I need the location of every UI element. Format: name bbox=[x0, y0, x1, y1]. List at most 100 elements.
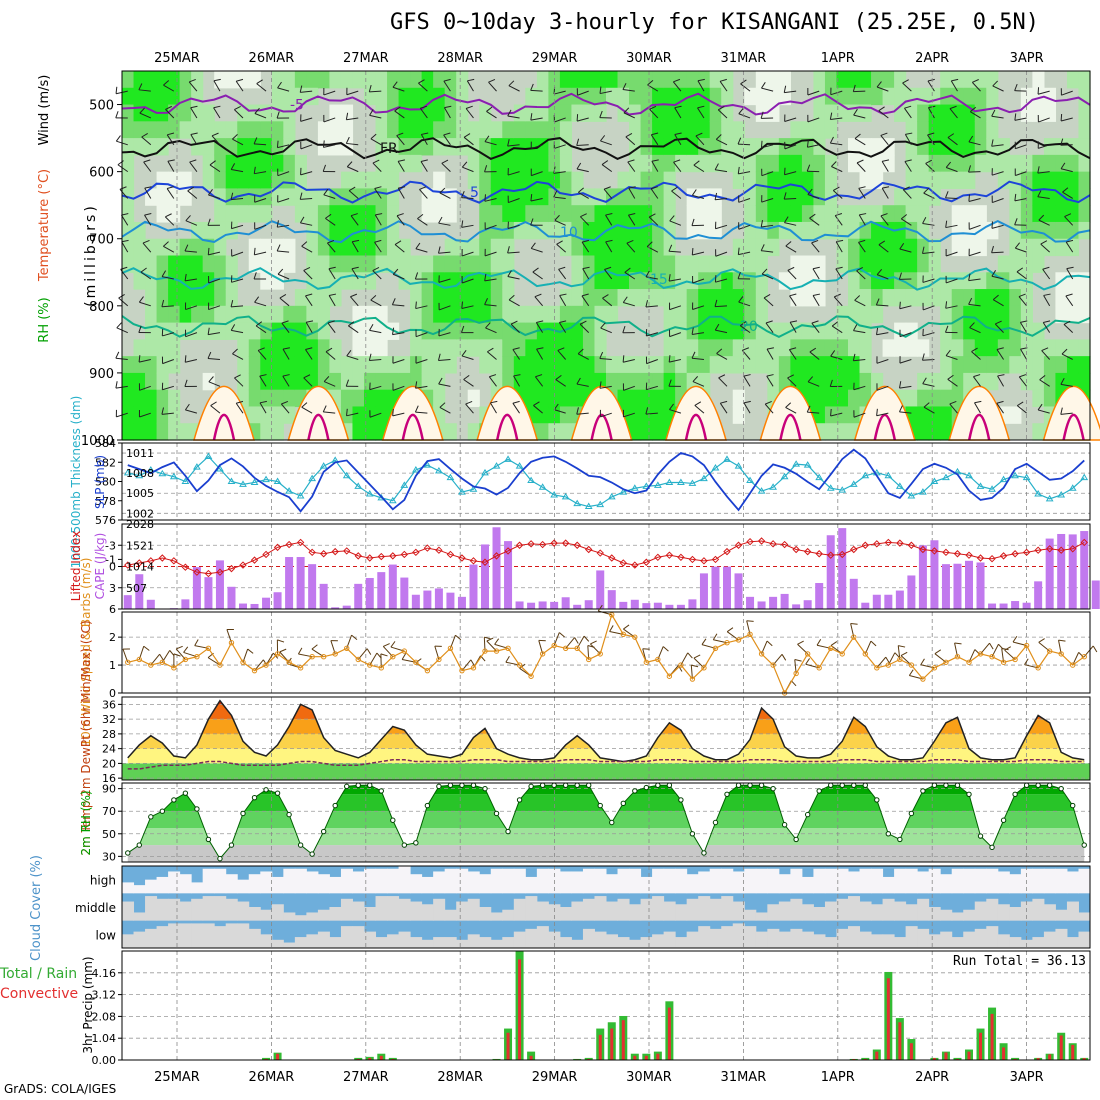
upper-wind-barb-flag bbox=[142, 239, 150, 244]
upper-wind-barb bbox=[419, 189, 428, 199]
upper-wind-barb bbox=[949, 403, 958, 414]
upper-wind-barb bbox=[394, 244, 405, 253]
cape-bar bbox=[331, 607, 340, 609]
rh-cell bbox=[410, 87, 423, 106]
rh-cell bbox=[133, 238, 146, 257]
upper-wind-barb bbox=[369, 329, 382, 334]
rh-cell bbox=[744, 339, 757, 357]
cloud-gap bbox=[1032, 868, 1045, 894]
upper-wind-barb-flag bbox=[761, 268, 768, 275]
upper-wind-barb-flag bbox=[996, 347, 1004, 350]
rh-point bbox=[828, 782, 834, 788]
rh-cell bbox=[709, 356, 722, 374]
rh-cell bbox=[629, 372, 642, 391]
rh-cell bbox=[859, 71, 872, 89]
warm-plume bbox=[381, 385, 444, 441]
upper-wind-barb-flag bbox=[806, 405, 811, 413]
cloud-gap bbox=[317, 931, 330, 948]
rh-point bbox=[562, 782, 569, 788]
rh-cell bbox=[974, 238, 987, 257]
upper-wind-barb bbox=[695, 135, 705, 146]
lifted-index-point bbox=[792, 545, 800, 554]
upper-wind-barb bbox=[669, 220, 682, 226]
upper-wind-barb bbox=[807, 90, 820, 96]
rh-cell bbox=[617, 272, 630, 290]
upper-wind-barb bbox=[531, 247, 543, 253]
thickness-point bbox=[630, 484, 639, 491]
upper-wind-barb-flag bbox=[1037, 190, 1042, 198]
rh-point bbox=[171, 797, 177, 803]
upper-wind-barb bbox=[208, 305, 221, 311]
rh-cell bbox=[433, 305, 446, 324]
precip-convective-bar bbox=[644, 1055, 648, 1060]
precip-tick-label: 3.12 bbox=[92, 989, 117, 1002]
upper-wind-barb bbox=[949, 108, 958, 119]
rh-cell bbox=[191, 87, 204, 106]
rh-cell bbox=[329, 221, 342, 240]
rh-cell bbox=[421, 138, 434, 156]
upper-wind-barb-flag bbox=[276, 140, 279, 148]
upper-wind-barb bbox=[303, 270, 313, 280]
surface-wind-barb-flag bbox=[519, 663, 526, 669]
thickness-point bbox=[411, 465, 420, 473]
cloud-gap bbox=[156, 926, 169, 948]
upper-wind-barb bbox=[947, 378, 958, 387]
rh-cell bbox=[571, 205, 584, 223]
lifted-index-point bbox=[515, 541, 524, 549]
upper-wind-barb bbox=[719, 81, 728, 92]
lifted-index-point bbox=[343, 547, 351, 555]
lifted-index-point bbox=[377, 552, 385, 561]
upper-wind-barb-flag bbox=[555, 374, 562, 380]
date-gridlines bbox=[176, 783, 1027, 862]
upper-wind-barb-flag bbox=[484, 165, 488, 173]
rh-cell bbox=[525, 339, 538, 357]
upper-wind-barb-flag bbox=[328, 266, 336, 270]
upper-wind-barb bbox=[674, 107, 682, 119]
rh-cell bbox=[168, 188, 181, 206]
upper-wind-barb-flag bbox=[299, 192, 303, 200]
cloud-gap bbox=[824, 901, 837, 921]
cloud-gap bbox=[640, 898, 653, 921]
upper-wind-barb bbox=[766, 375, 774, 387]
cloud-gap bbox=[721, 896, 734, 921]
upper-wind-barb bbox=[576, 168, 589, 173]
surface-wind-barb-flag bbox=[989, 642, 994, 650]
thickness-tick-label: 580 bbox=[95, 476, 116, 489]
rh-cell bbox=[721, 121, 734, 139]
rh-point bbox=[367, 782, 373, 788]
upper-wind-barb bbox=[809, 351, 820, 360]
upper-wind-barb-flag bbox=[671, 186, 678, 192]
upper-wind-barb bbox=[1063, 324, 1074, 334]
upper-wind-barb-flag bbox=[760, 244, 765, 251]
rh-cell bbox=[375, 171, 388, 190]
upper-wind-barb-flag bbox=[858, 239, 866, 243]
temp-frame bbox=[121, 696, 1091, 781]
rh-cell bbox=[594, 188, 607, 206]
upper-wind-barb bbox=[256, 83, 267, 92]
isotherm-line bbox=[121, 219, 1091, 244]
rh-cell bbox=[1020, 305, 1033, 324]
upper-wind-barb bbox=[346, 117, 359, 121]
upper-wind-barb bbox=[351, 268, 359, 280]
upper-wind-barb bbox=[300, 171, 313, 176]
upper-wind-barb bbox=[669, 305, 682, 311]
rh-cell bbox=[582, 255, 596, 273]
rh-cell bbox=[594, 71, 607, 89]
cape-bar bbox=[1057, 533, 1066, 609]
upper-wind-barb-flag bbox=[766, 374, 774, 377]
rh-cell bbox=[248, 389, 261, 408]
upper-wind-barb bbox=[166, 134, 175, 146]
upper-wind-barb-flag bbox=[232, 134, 238, 140]
cloud-gap bbox=[617, 898, 630, 921]
thickness-point bbox=[123, 468, 132, 476]
upper-wind-barb-flag bbox=[945, 220, 948, 228]
rh-cell bbox=[225, 121, 238, 139]
upper-wind-barb-flag bbox=[553, 190, 558, 198]
rh-cell bbox=[813, 389, 826, 408]
thickness-point bbox=[677, 478, 685, 485]
upper-wind-barb-flag bbox=[438, 377, 443, 385]
cloud-gap bbox=[317, 909, 330, 921]
rh-cell bbox=[917, 205, 930, 223]
rh-cell bbox=[283, 322, 296, 340]
rh-point bbox=[332, 802, 338, 809]
